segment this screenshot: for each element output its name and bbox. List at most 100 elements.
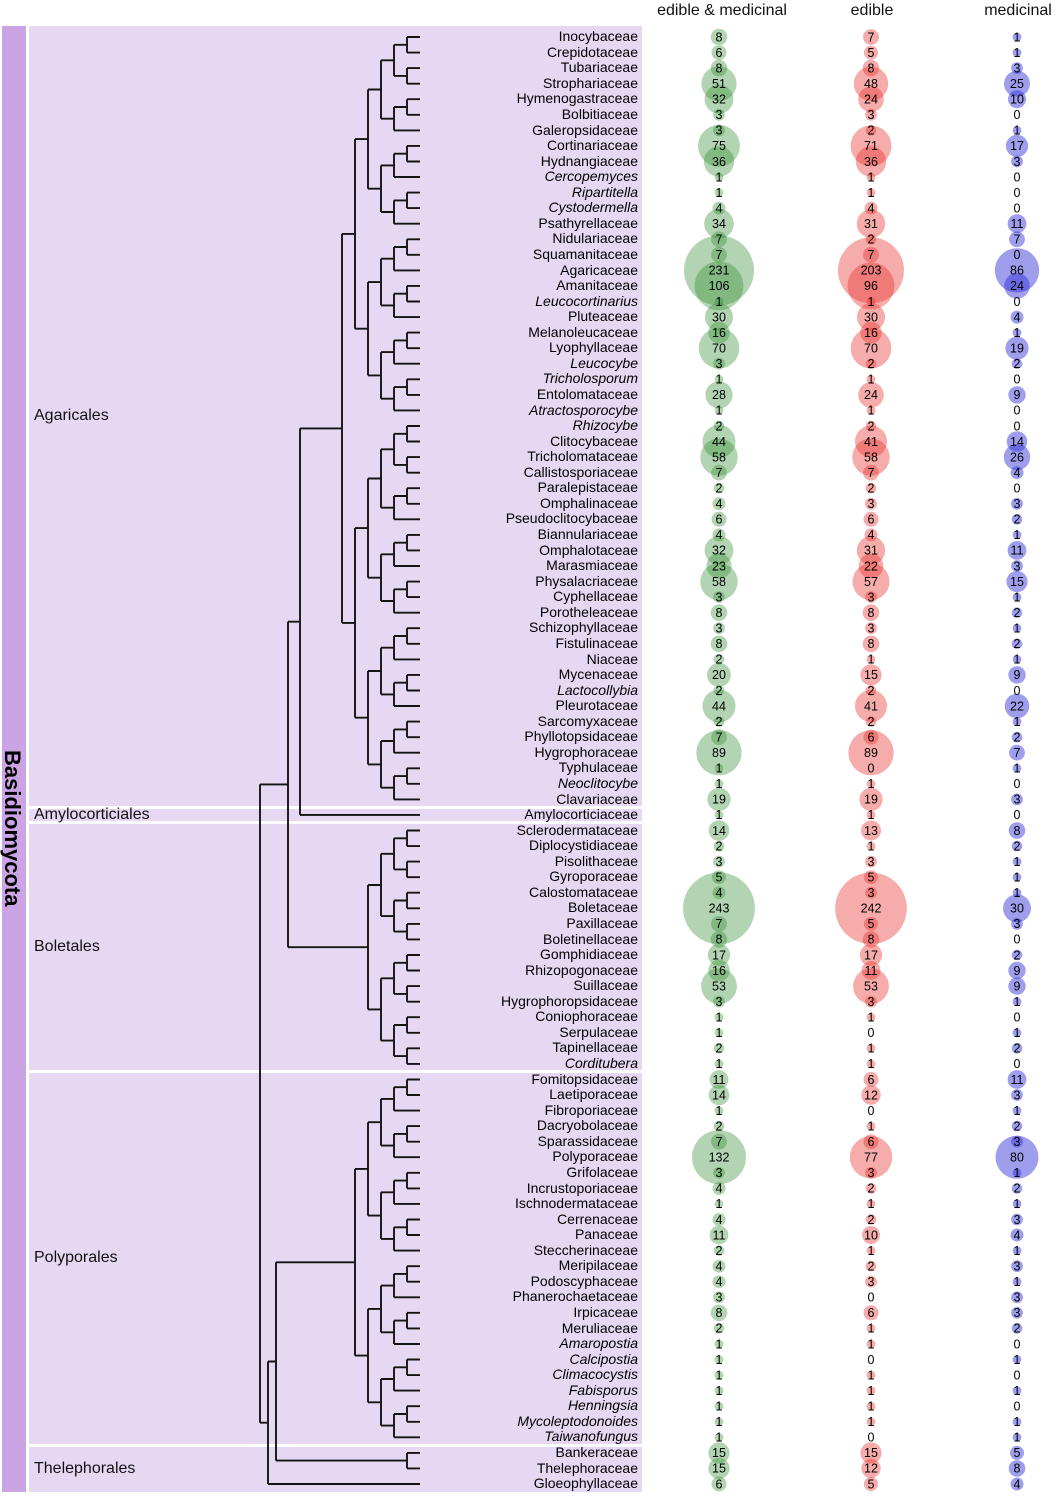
family-label: Tricholomataceae [527,448,638,465]
bubble-medicinal [1012,125,1022,135]
bubble-count: 4 [716,497,723,511]
bubble-edible-medicinal [713,1291,725,1304]
bubble-edible [866,406,876,415]
family-label: Biannulariaceae [537,526,638,542]
bubble-edible [852,563,890,601]
bubble-count: 23 [712,559,726,573]
bubble-count: 3 [868,1275,875,1289]
family-label: Fomitopsidaceae [531,1070,638,1087]
family-label: Laetiporaceae [549,1086,638,1103]
bubble-medicinal [1012,1106,1022,1115]
bubble-count: 3 [868,497,875,511]
family-label: Leucocortinarius [535,292,638,309]
bubble-edible [847,262,895,310]
bubble-medicinal [1011,1213,1023,1226]
bubble-count: 11 [1011,544,1024,558]
family-label: Inocybaceae [558,28,638,45]
bubble-count: 96 [864,279,878,293]
bubble-edible [865,716,877,727]
bubble-edible-medicinal [704,536,734,565]
bubble-count: 15 [864,668,878,682]
bubble-count: 41 [864,435,878,449]
bubble-count: 1 [1014,886,1021,900]
family-label: Agaricaceae [560,261,638,278]
bubble-count: 20 [712,668,726,682]
bubble-count: 0 [1014,201,1021,215]
bubble-count: 14 [712,824,726,838]
bubble-count: 3 [1014,1260,1021,1274]
family-label: Ripartitella [571,183,638,200]
bubble-edible [863,729,879,745]
bubble-edible-medicinal [713,420,725,432]
bubble-count: 0 [868,1431,875,1445]
bubble-count: 17 [1010,139,1024,153]
family-label: Paralepistaceae [537,479,638,496]
bubble-edible [861,1458,881,1479]
bubble-count: 3 [1014,1213,1021,1227]
bubble-count: 4 [716,886,723,900]
bubble-count: 3 [868,855,875,869]
bubble-count: 3 [868,995,875,1009]
bubble-count: 1 [1014,1353,1021,1367]
bubble-count: 3 [1014,497,1021,511]
bubble-edible-medicinal [711,464,727,481]
bubble-edible [866,1386,876,1395]
bubble-count: 3 [716,357,723,371]
bubble-count: 12 [864,1088,878,1102]
bubble-medicinal [1003,443,1031,471]
bubble-count: 41 [864,699,878,713]
bubble-count: 4 [868,201,875,215]
bubble-count: 30 [712,310,726,324]
bubble-count: 6 [716,1477,723,1491]
bubble-edible-medicinal [701,66,737,102]
bubble-count: 1 [868,1400,875,1414]
bubble-edible [865,886,877,899]
family-label: Nidulariaceae [552,230,638,247]
family-label: Schizophyllaceae [529,619,638,636]
bubble-count: 2 [1014,1182,1021,1196]
bubble-edible-medicinal [714,188,724,198]
order-label-boletales: Boletales [34,938,100,956]
bubble-count: 1 [716,1337,723,1351]
bubble-edible [860,321,882,344]
bubble-edible-medicinal [713,1166,725,1179]
bubble-edible [860,1442,882,1464]
bubble-edible-medicinal [714,1199,724,1209]
bubble-edible [864,201,878,215]
bubble-edible [863,464,879,481]
family-label: Amanitaceae [556,277,638,293]
bubble-medicinal [1012,1168,1022,1178]
bubble-count: 12 [864,1462,878,1476]
bubble-medicinal [1010,1228,1024,1242]
bubble-count: 1 [1014,762,1021,776]
bubble-count: 70 [712,342,726,356]
bubble-edible-medicinal [713,622,725,635]
family-label: Typhulaceae [558,759,638,776]
bubble-edible [835,872,907,945]
bubble-edible-medicinal [714,374,724,384]
bubble-edible-medicinal [712,528,726,542]
bubble-count: 1 [868,1337,875,1351]
bubble-edible-medicinal [710,931,728,948]
bubble-medicinal [1004,273,1030,299]
bubble-edible-medicinal [713,685,725,696]
bubble-count: 203 [861,264,882,278]
bubble-edible-medicinal [714,1386,724,1395]
bubble-count: 1 [716,1197,723,1211]
bubble-count: 0 [1014,186,1021,200]
bubble-edible [863,1134,879,1150]
bubble-count: 1 [716,777,723,791]
bubble-edible [859,943,883,967]
bubble-edible [866,1339,876,1349]
bubble-edible [855,690,887,722]
family-label: Galeropsidaceae [532,121,638,138]
bubble-count: 36 [864,155,878,169]
family-label: Lactocollybia [557,681,638,698]
bubble-count: 24 [1010,279,1024,293]
bubble-edible-medicinal [698,327,740,369]
bubble-medicinal [1011,949,1023,961]
order-label-thelephorales: Thelephorales [34,1460,136,1478]
bubble-count: 2 [1014,357,1021,371]
bubble-edible-medicinal [714,1012,724,1022]
bubble-count: 0 [868,1026,875,1040]
